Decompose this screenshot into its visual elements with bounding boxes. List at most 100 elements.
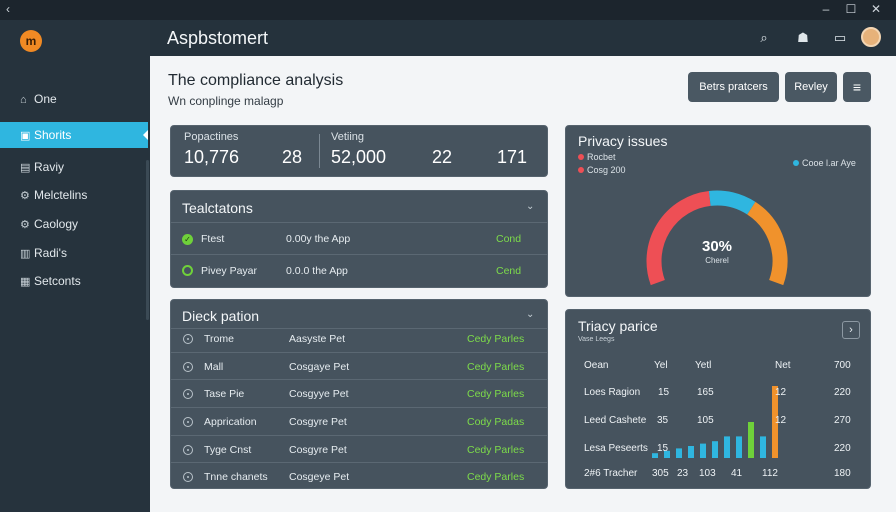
legend-item: Cosg 200 bbox=[578, 165, 626, 175]
row-name: Tyge Cnst bbox=[204, 444, 252, 456]
main-content: The compliance analysis Wn conplinge mal… bbox=[150, 56, 896, 512]
sidebar-item-caology[interactable]: ⚙ Caology bbox=[0, 211, 148, 237]
row-divider bbox=[171, 379, 547, 380]
app-logo[interactable]: m bbox=[20, 30, 42, 52]
sidebar-item-raviy[interactable]: ▤ Raviy bbox=[0, 154, 148, 180]
gear-icon bbox=[183, 334, 193, 344]
legend-dot bbox=[793, 160, 799, 166]
sidebar-item-label: Shorits bbox=[34, 128, 72, 142]
row-divider bbox=[171, 407, 547, 408]
row-divider bbox=[171, 462, 547, 463]
catalog-icon: ⚙ bbox=[20, 219, 30, 231]
legend-dot bbox=[578, 154, 584, 160]
bar bbox=[724, 436, 730, 458]
gauge-segment-orange bbox=[746, 201, 788, 286]
sidebar-item-one[interactable]: ⌂ One bbox=[0, 86, 148, 112]
home-icon: ⌂ bbox=[20, 94, 27, 106]
bar bbox=[760, 436, 766, 458]
bar-chart bbox=[652, 386, 778, 458]
sidebar-item-label: Melctelins bbox=[34, 188, 88, 202]
row-name: Tnne chanets bbox=[204, 471, 268, 483]
row-name: Trome bbox=[204, 333, 234, 345]
table-cell: 2#6 Tracher bbox=[584, 468, 638, 479]
table-cell: 220 bbox=[834, 387, 851, 398]
gauge-label: Cherel bbox=[705, 256, 729, 265]
gear-icon bbox=[183, 389, 193, 399]
stat-value: 171 bbox=[497, 147, 528, 167]
table-cell: 12 bbox=[775, 415, 787, 426]
metrics-icon: ⚙ bbox=[20, 190, 30, 202]
check-circle-icon bbox=[182, 265, 193, 276]
bar bbox=[736, 436, 742, 458]
legend-item: Cooe l.ar Aye bbox=[793, 158, 856, 168]
sidebar-item-melctelins[interactable]: ⚙ Melctelins bbox=[0, 182, 148, 208]
message-icon[interactable]: ▭ bbox=[833, 30, 847, 45]
transactions-card: Tealctatons ⌄ ✓ Ftest 0.00y the App Cond… bbox=[170, 190, 548, 288]
gauge-segment-red bbox=[646, 190, 711, 286]
chevron-down-icon[interactable]: ⌄ bbox=[526, 309, 535, 320]
status-badge: Cedy Parles bbox=[467, 361, 525, 373]
table-cell: 180 bbox=[834, 468, 851, 479]
table-header: Yel bbox=[654, 360, 668, 371]
app-title: Aspbstomert bbox=[167, 28, 269, 48]
sidebar-item-label: Raviy bbox=[34, 160, 65, 174]
triacy-card: Triacy parice Vase Leegs › Oean Yel Yetl… bbox=[565, 309, 871, 489]
sidebar-item-label: Radi's bbox=[34, 246, 67, 260]
chevron-down-icon[interactable]: ⌄ bbox=[526, 201, 535, 212]
table-cell: 12 bbox=[775, 387, 787, 398]
page-subtitle: Wn conplinge malagp bbox=[168, 94, 284, 108]
deck-title: Dieck pation bbox=[182, 308, 260, 324]
sidebar-item-setconts[interactable]: ▦ Setconts bbox=[0, 268, 148, 294]
back-icon[interactable]: ‹ bbox=[6, 2, 10, 16]
row-type: Cosgyre Pet bbox=[289, 444, 347, 456]
bar bbox=[664, 450, 670, 458]
menu-button[interactable]: ≡ bbox=[843, 72, 871, 102]
legend-label: Cooe l.ar Aye bbox=[802, 158, 856, 168]
row-type: Cosgeye Pet bbox=[289, 471, 350, 483]
bar bbox=[676, 448, 682, 458]
row-divider bbox=[171, 222, 547, 223]
notification-icon[interactable]: ☗ bbox=[797, 30, 809, 45]
legend-label: Rocbet bbox=[587, 152, 616, 162]
sidebar-scrollbar[interactable] bbox=[146, 160, 149, 320]
row-divider bbox=[171, 328, 547, 329]
sidebar-item-radis[interactable]: ▥ Radi's bbox=[0, 240, 148, 266]
table-header: 700 bbox=[834, 360, 851, 371]
active-caret-icon bbox=[143, 130, 148, 140]
gear-icon bbox=[183, 362, 193, 372]
close-icon[interactable]: ✕ bbox=[870, 2, 882, 16]
bar bbox=[700, 443, 706, 458]
gauge-chart bbox=[646, 190, 788, 286]
bar bbox=[688, 446, 694, 458]
row-type: Cosgyre Pet bbox=[289, 416, 347, 428]
gear-icon bbox=[183, 472, 193, 482]
stats-card: Popactines 10,776 28 Vetiing 52,000 22 1… bbox=[170, 125, 548, 177]
legend-dot bbox=[578, 167, 584, 173]
deck-card: Dieck pation ⌄ Trome Aasyste Pet Cedy Pa… bbox=[170, 299, 548, 489]
row-type: Cosgyye Pet bbox=[289, 388, 349, 400]
legend-label: Cosg 200 bbox=[587, 165, 626, 175]
triacy-title: Triacy parice bbox=[578, 318, 658, 334]
review-button[interactable]: Revley bbox=[785, 72, 837, 102]
chevron-right-icon[interactable]: › bbox=[842, 321, 860, 339]
sidebar-item-shorits[interactable]: ▣ Shorits bbox=[0, 122, 148, 148]
row-type: Aasyste Pet bbox=[289, 333, 346, 345]
avatar[interactable] bbox=[861, 27, 881, 47]
search-icon[interactable]: ⌕ bbox=[760, 30, 768, 45]
minimize-icon[interactable]: – bbox=[822, 2, 830, 16]
stat-value: 28 bbox=[282, 147, 303, 167]
row-name: Pivey Payar bbox=[201, 265, 258, 277]
primary-button[interactable]: Betrs pratcers bbox=[688, 72, 779, 102]
stat-value: 52,000 bbox=[331, 147, 387, 167]
gear-icon bbox=[183, 445, 193, 455]
stat-value: 22 bbox=[432, 147, 453, 167]
row-name: Ftest bbox=[201, 233, 225, 245]
gauge-segment-blue bbox=[708, 190, 756, 215]
table-cell: 305 bbox=[652, 468, 669, 479]
maximize-icon[interactable]: ☐ bbox=[845, 2, 857, 16]
table-cell: 23 bbox=[677, 468, 689, 479]
sidebar-item-label: Caology bbox=[34, 217, 79, 231]
bar bbox=[712, 441, 718, 458]
status-badge: Cond bbox=[496, 233, 522, 245]
review-icon: ▤ bbox=[20, 162, 31, 174]
